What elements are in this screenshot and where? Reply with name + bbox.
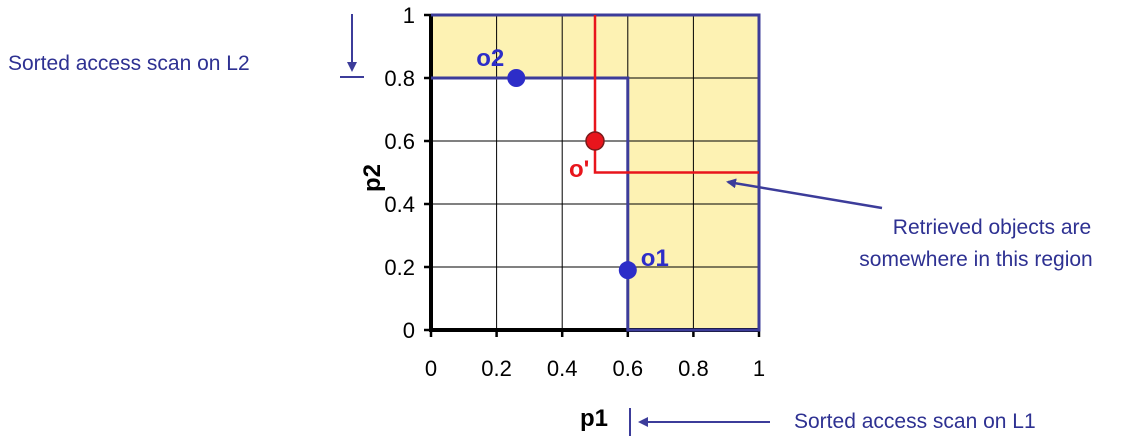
- y-tick-label: 0: [403, 318, 415, 343]
- threshold-polyline: [593, 15, 759, 174]
- retrieved-line-2: somewhere in this region: [859, 248, 1092, 271]
- y-tick-label: 0.2: [384, 255, 415, 280]
- point-label-oprime: o': [569, 156, 589, 183]
- data-points: o2 o1 o': [476, 45, 669, 280]
- x-tick-label: 0.4: [547, 356, 578, 381]
- retrieved-line-1: Retrieved objects are: [893, 216, 1091, 239]
- point-o2: [507, 69, 526, 87]
- point-oprime: [585, 131, 605, 151]
- retrieved-arrow: [726, 178, 883, 210]
- threshold-lines: [593, 15, 759, 174]
- y-tick-label: 0.8: [384, 66, 415, 91]
- y-tick-label: 1: [403, 3, 415, 28]
- y-tick-label: 0.6: [384, 129, 415, 154]
- x-tick-label: 1: [753, 356, 765, 381]
- region-top: [431, 15, 628, 78]
- y-axis-title: p2: [359, 164, 386, 192]
- point-label-o1: o1: [641, 245, 669, 272]
- scan-l1-label: Sorted access scan on L1: [794, 410, 1036, 433]
- y-tick-label: 0.4: [384, 192, 415, 217]
- x-tick-label: 0.8: [678, 356, 709, 381]
- scan-l2-label: Sorted access scan on L2: [8, 52, 250, 75]
- x-axis-title: p1: [580, 405, 608, 432]
- tick-labels: 0 0.2 0.4 0.6 0.8 1 0 0.2 0.4 0.6 0.8 1: [384, 3, 765, 381]
- x-tick-label: 0: [425, 356, 437, 381]
- x-tick-label: 0.2: [481, 356, 512, 381]
- point-o1: [618, 261, 637, 280]
- point-label-o2: o2: [476, 45, 504, 72]
- x-tick-label: 0.6: [613, 356, 644, 381]
